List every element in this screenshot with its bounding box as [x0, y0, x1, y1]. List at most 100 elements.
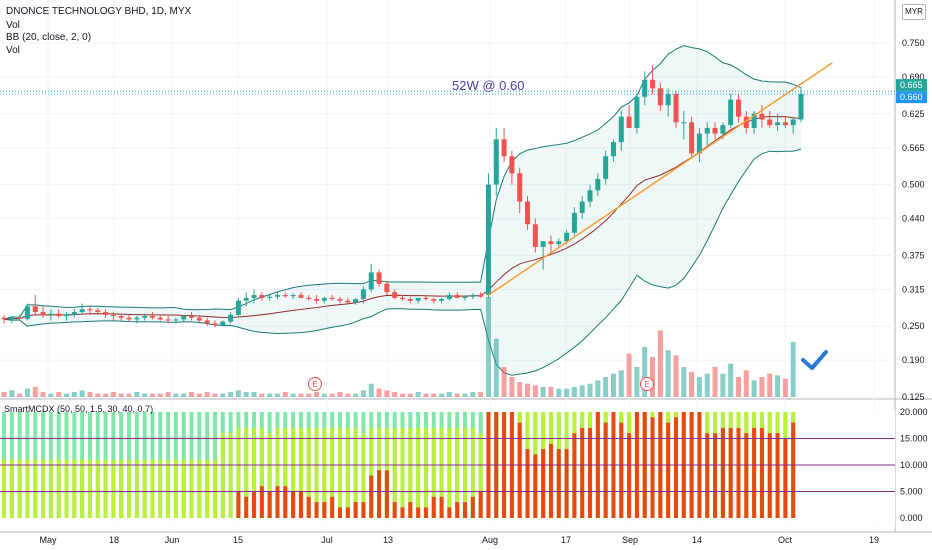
- hot-money-bar: [470, 427, 475, 518]
- candle-body: [142, 316, 148, 318]
- banker-bar: [588, 427, 593, 518]
- volume-bar: [181, 393, 187, 397]
- volume-bar: [423, 393, 429, 397]
- candle-body: [673, 93, 679, 123]
- vol-legend-2[interactable]: Vol: [6, 45, 20, 56]
- hot-money-bar: [478, 433, 483, 518]
- candle-body: [790, 119, 796, 126]
- hot-money-bar: [447, 427, 452, 518]
- banker-bar: [619, 422, 624, 518]
- volume-bar: [228, 392, 234, 397]
- symbol-title[interactable]: DNONCE TECHNOLOGY BHD, 1D, MYX: [6, 6, 192, 17]
- candle-body: [321, 297, 327, 301]
- hot-money-bar: [33, 459, 38, 518]
- banker-bar: [322, 502, 327, 518]
- bb-legend[interactable]: BB (20, close, 2, 0): [6, 32, 92, 43]
- candle-body: [149, 316, 155, 318]
- banker-bar: [306, 496, 311, 518]
- volume-bar: [251, 392, 257, 397]
- banker-bar: [244, 496, 249, 518]
- banker-bar: [416, 507, 421, 518]
- indicator-title[interactable]: SmartMCDX (50, 50, 1.5, 30, 40, 0.7): [4, 404, 154, 414]
- candle-body: [392, 292, 398, 298]
- candle-body: [657, 88, 663, 106]
- volume-bar: [126, 393, 132, 397]
- hot-money-bar: [408, 427, 413, 518]
- candle-body: [353, 299, 359, 303]
- candle-body: [759, 113, 765, 120]
- hot-money-bar: [252, 427, 257, 518]
- candle-body: [9, 317, 15, 320]
- volume-bar: [767, 373, 773, 397]
- volume-bar: [415, 392, 421, 397]
- candle-body: [64, 314, 70, 317]
- earnings-letter: E: [645, 380, 650, 389]
- candle-body: [110, 314, 116, 317]
- candle-body: [767, 119, 773, 126]
- hot-money-bar: [463, 427, 468, 518]
- volume-bar: [165, 392, 171, 397]
- candle-body: [103, 312, 109, 315]
- candle-body: [626, 116, 632, 128]
- candle-body: [665, 93, 671, 106]
- candle-body: [712, 127, 718, 134]
- volume-bar: [603, 377, 609, 397]
- volume-bar: [571, 387, 577, 397]
- banker-bar: [369, 475, 374, 518]
- price-axis[interactable]: 0.750 0.690 0.625 0.565 0.500 0.440 0.375 0.315…: [902, 38, 925, 402]
- hot-money-bar: [181, 459, 186, 518]
- time-axis[interactable]: May 18 Jun 15 Jul 13 Aug 17 Sep 14 Oct 19: [39, 535, 879, 545]
- hot-money-bar: [306, 427, 311, 518]
- price-tick-label: 0.500: [902, 180, 925, 190]
- candle-body: [798, 93, 804, 120]
- volume-bar: [243, 392, 249, 397]
- candle-body: [415, 297, 421, 301]
- hot-money-bar: [189, 459, 194, 518]
- currency-label[interactable]: MYR: [902, 4, 926, 20]
- banker-bar: [744, 433, 749, 518]
- volume-bar: [103, 393, 109, 397]
- earnings-marker: [308, 377, 322, 391]
- price-tick-label: 0.375: [902, 250, 925, 260]
- candle-body: [189, 316, 195, 318]
- time-tick-label: 19: [869, 535, 879, 545]
- indicator-tick-label: 5.000: [900, 487, 923, 497]
- volume-bar: [157, 393, 163, 397]
- volume-bar: [9, 390, 15, 397]
- price-tick-label: 0.750: [902, 38, 925, 48]
- volume-bar: [79, 390, 85, 397]
- volume-bar: [478, 392, 484, 397]
- hot-money-bar: [330, 427, 335, 518]
- candle-body: [517, 173, 523, 202]
- vol-legend[interactable]: Vol: [6, 20, 20, 31]
- candle-body: [228, 314, 234, 322]
- volume-bar: [650, 357, 656, 397]
- candle-body: [1, 317, 7, 320]
- candle-body: [650, 79, 656, 89]
- hot-money-bar: [197, 459, 202, 518]
- candle-body: [532, 224, 538, 247]
- hot-money-bar: [41, 459, 46, 518]
- candle-body: [384, 283, 390, 293]
- banker-bar: [463, 502, 468, 518]
- candle-body: [509, 156, 515, 174]
- banker-bar: [533, 454, 538, 518]
- candle-body: [587, 190, 593, 202]
- volume-bar: [493, 338, 499, 397]
- price-tick-label: 0.190: [902, 355, 925, 365]
- volume-bar: [220, 393, 226, 397]
- hot-money-bar: [127, 459, 132, 518]
- candle-body: [735, 99, 741, 117]
- indicator-axis[interactable]: 20.000 15.000 10.000 5.000 0.000: [900, 407, 928, 523]
- candle-body: [360, 289, 366, 300]
- candle-body: [282, 295, 288, 297]
- hot-money-bar: [134, 459, 139, 518]
- trendline: [488, 62, 833, 296]
- time-tick-label: Aug: [482, 535, 498, 545]
- indicator-tick-label: 0.000: [900, 513, 923, 523]
- hot-money-bar: [228, 433, 233, 518]
- trend-line[interactable]: [488, 62, 833, 296]
- banker-bar: [556, 449, 561, 518]
- volume-bar: [634, 367, 640, 397]
